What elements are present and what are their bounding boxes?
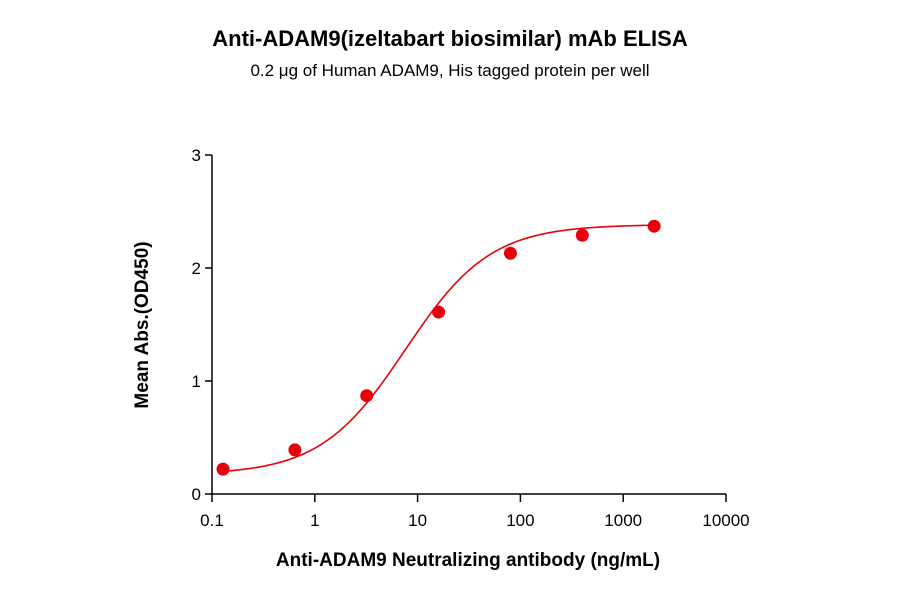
x-tick-label: 10000 (702, 511, 749, 530)
axes: 0.1 1 10 100 1000 10000 0 1 2 3 (192, 146, 750, 530)
data-points (216, 219, 661, 476)
data-point (432, 305, 446, 319)
data-point (288, 443, 302, 457)
y-tick-label: 0 (192, 485, 201, 504)
y-axis-label: Mean Abs.(OD450) (132, 241, 153, 408)
x-tick-label: 1 (310, 511, 319, 530)
data-point (647, 219, 661, 233)
y-tick-label: 3 (192, 146, 201, 165)
chart-subtitle: 0.2 μg of Human ADAM9, His tagged protei… (250, 61, 650, 80)
x-axis-label: Anti-ADAM9 Neutralizing antibody (ng/mL) (276, 550, 660, 571)
chart-title: Anti-ADAM9(izeltabart biosimilar) mAb EL… (212, 26, 688, 51)
x-tick-label: 100 (506, 511, 534, 530)
x-tick-label: 10 (408, 511, 427, 530)
x-tick-label: 1000 (604, 511, 642, 530)
y-tick-label: 1 (192, 372, 201, 391)
data-point (216, 462, 230, 476)
x-tick-label: 0.1 (200, 511, 224, 530)
y-tick-label: 2 (192, 259, 201, 278)
data-point (360, 389, 374, 403)
fit-curve (222, 224, 655, 473)
data-point (575, 228, 589, 242)
data-point (503, 246, 517, 260)
